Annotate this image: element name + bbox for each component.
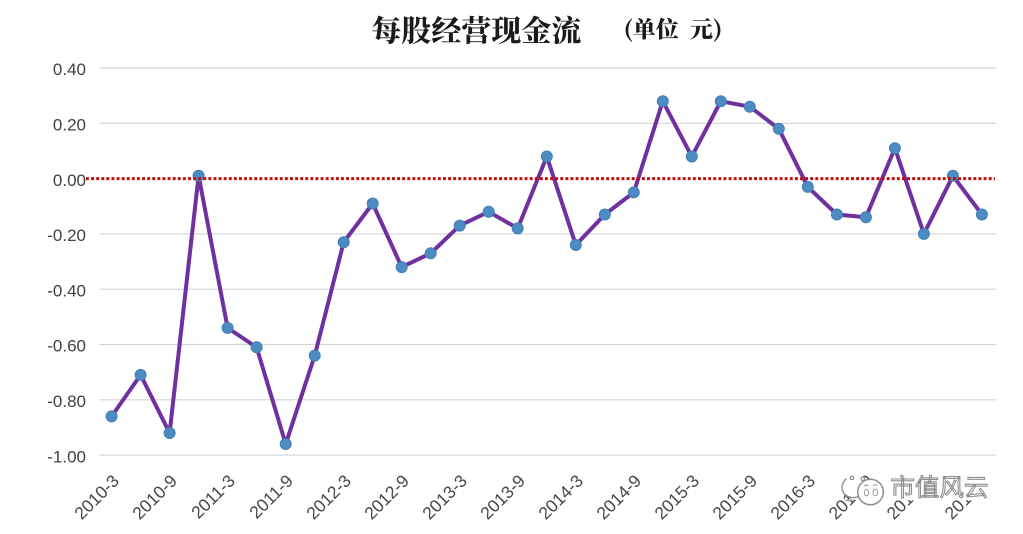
svg-text:0.40: 0.40 [53, 60, 86, 79]
svg-text:0.20: 0.20 [53, 116, 86, 135]
svg-text:-0.60: -0.60 [47, 337, 86, 356]
svg-text:-0.40: -0.40 [47, 281, 86, 300]
svg-text:-0.20: -0.20 [47, 226, 86, 245]
svg-text:-0.80: -0.80 [47, 392, 86, 411]
svg-text:0.00: 0.00 [53, 171, 86, 190]
svg-text:-1.00: -1.00 [47, 447, 86, 466]
